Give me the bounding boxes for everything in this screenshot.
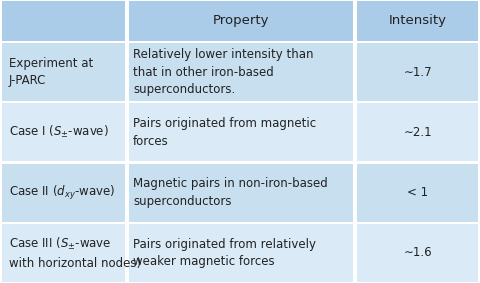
Text: Case I ($S_{\pm}$-wave): Case I ($S_{\pm}$-wave) <box>9 124 108 140</box>
Bar <box>357 43 478 101</box>
Bar <box>357 164 478 222</box>
Bar <box>357 1 478 41</box>
Text: Case II ($d_{xy}$-wave): Case II ($d_{xy}$-wave) <box>9 184 115 201</box>
Text: Pairs originated from relatively
weaker magnetic forces: Pairs originated from relatively weaker … <box>133 238 316 268</box>
Bar <box>2 1 125 41</box>
Text: Property: Property <box>213 14 269 27</box>
Bar <box>129 43 353 101</box>
Bar <box>129 164 353 222</box>
Bar <box>2 103 125 161</box>
Bar <box>129 224 353 282</box>
Bar <box>129 1 353 41</box>
Bar <box>357 224 478 282</box>
Text: Case III ($S_{\pm}$-wave
with horizontal nodes): Case III ($S_{\pm}$-wave with horizontal… <box>9 236 141 270</box>
Text: Relatively lower intensity than
that in other iron-based
superconductors.: Relatively lower intensity than that in … <box>133 48 313 96</box>
Text: Pairs originated from magnetic
forces: Pairs originated from magnetic forces <box>133 117 316 147</box>
Bar <box>2 224 125 282</box>
Text: Magnetic pairs in non-iron-based
superconductors: Magnetic pairs in non-iron-based superco… <box>133 177 328 208</box>
Bar <box>357 103 478 161</box>
Text: ∼1.7: ∼1.7 <box>403 66 432 78</box>
Text: Intensity: Intensity <box>389 14 446 27</box>
Text: < 1: < 1 <box>407 186 428 199</box>
Text: Experiment at
J-PARC: Experiment at J-PARC <box>9 57 93 87</box>
Text: ∼2.1: ∼2.1 <box>403 126 432 139</box>
Bar <box>129 103 353 161</box>
Bar <box>2 164 125 222</box>
Text: ∼1.6: ∼1.6 <box>403 246 432 259</box>
Bar <box>2 43 125 101</box>
